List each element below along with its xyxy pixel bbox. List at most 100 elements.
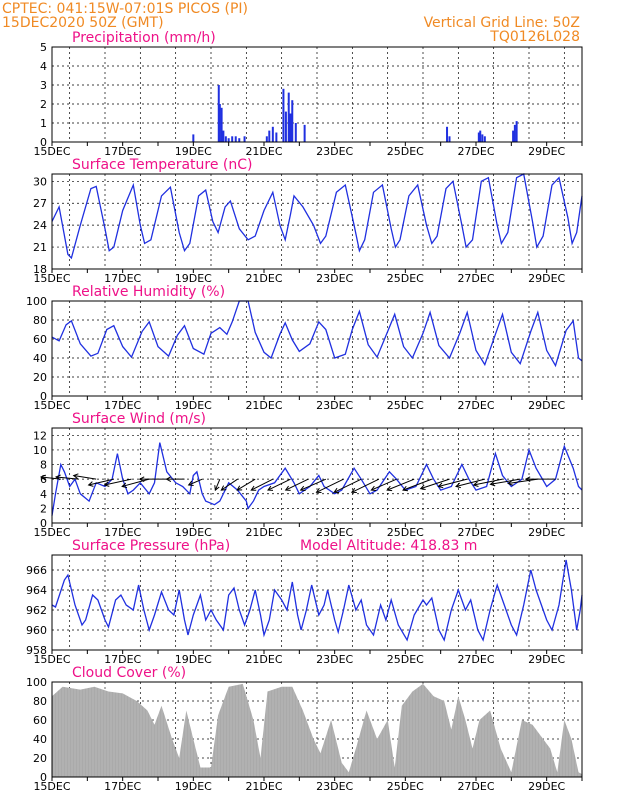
wind-arrow	[333, 478, 362, 494]
wind-arrow-head	[72, 473, 79, 479]
wind-arrow-shaft	[236, 478, 256, 491]
x-date-label: 17DEC	[104, 653, 141, 666]
x-date-label: 25DEC	[387, 526, 424, 539]
y-tick-label: 60	[33, 333, 47, 346]
wind-arrow-shaft	[285, 478, 309, 491]
wind-arrow-head	[370, 485, 377, 492]
pressure-panel: Surface Pressure (hPa) Model Altitude: 4…	[26, 538, 583, 666]
wind-arrow-shaft	[386, 478, 415, 491]
x-date-label: 25DEC	[387, 780, 424, 793]
x-date-label: 23DEC	[316, 780, 353, 793]
x-date-label: 17DEC	[104, 780, 141, 793]
precipitation-bar	[481, 134, 484, 142]
wind-arrow-shaft	[267, 478, 291, 491]
x-date-label: 25DEC	[387, 399, 424, 412]
wind-arrow	[54, 474, 79, 481]
wind-arrow	[220, 478, 238, 491]
wind-arrow-head	[524, 476, 531, 482]
precipitation-bar	[234, 136, 237, 142]
precipitation-bar	[217, 85, 220, 142]
wind-arrow-shaft	[490, 478, 521, 485]
wind-arrow	[214, 478, 221, 492]
x-date-label: 23DEC	[316, 399, 353, 412]
series-line	[51, 300, 583, 368]
cloud-cover-title: Cloud Cover (%)	[72, 665, 186, 681]
precipitation-bar	[515, 121, 518, 142]
wind-arrow-shaft	[73, 475, 97, 480]
y-tick-label: 100	[26, 676, 47, 689]
temperature-panel: Surface Temperature (nC) 18 21 24 27 30 15DEC…	[33, 157, 583, 285]
precipitation-bar	[231, 136, 234, 142]
wind-arrow-head	[350, 487, 357, 494]
x-date-label: 15DEC	[33, 399, 70, 412]
wind-arrow-head	[138, 476, 145, 482]
wind-arrow	[524, 476, 556, 482]
wind-arrow-shaft	[438, 478, 468, 487]
wind-arrow	[386, 478, 415, 492]
y-tick-label: 30	[33, 175, 47, 188]
y-tick-label: 6	[40, 473, 47, 486]
wind-arrow	[267, 478, 291, 491]
wind-arrow-head	[489, 480, 496, 487]
humidity-panel: Relative Humidity (%) 0 20 40 60 80 100 15DEC 1…	[26, 284, 583, 412]
y-tick-label: 3	[40, 79, 47, 92]
x-date-label: 15DEC	[33, 526, 70, 539]
x-date-label: 23DEC	[316, 653, 353, 666]
wind-arrow	[72, 473, 97, 480]
x-date-label: 23DEC	[316, 272, 353, 285]
wind-arrow-head	[386, 485, 393, 492]
x-date-label: 15DEC	[33, 780, 70, 793]
x-date-label: 29DEC	[528, 780, 565, 793]
precipitation-panel: Precipitation (mm/h) 0 1 2 3 4 5 15DEC 17DEC 19D…	[33, 30, 583, 158]
wind-arrow-head	[236, 485, 243, 491]
y-tick-label: 4	[40, 60, 47, 73]
wind-arrow	[455, 478, 485, 489]
x-date-label: 27DEC	[457, 653, 494, 666]
precipitation-bar	[289, 113, 292, 142]
wind-arrow-head	[220, 485, 227, 491]
precipitation-bar	[238, 138, 241, 142]
y-tick-label: 24	[33, 219, 47, 232]
precipitation-bar	[220, 107, 223, 142]
wind-arrow-shaft	[88, 478, 114, 486]
wind-arrow	[402, 478, 433, 492]
wind-arrow	[187, 478, 203, 486]
y-tick-label: 60	[33, 714, 47, 727]
wind-arrow-shaft	[316, 478, 344, 493]
precipitation-bar	[192, 134, 195, 142]
series-line	[51, 559, 583, 642]
wind-arrow	[236, 478, 256, 491]
wind-arrow-shaft	[333, 478, 362, 493]
wind-arrow-head	[284, 485, 291, 491]
x-date-label: 21DEC	[245, 145, 282, 158]
wind-arrow	[138, 476, 167, 482]
x-date-label: 29DEC	[528, 145, 565, 158]
y-tick-label: 8	[40, 459, 47, 472]
x-date-label: 15DEC	[33, 145, 70, 158]
precipitation-bar	[218, 104, 221, 142]
x-date-label: 27DEC	[457, 780, 494, 793]
y-tick-label: 0	[40, 136, 47, 149]
panel-frame	[51, 427, 583, 524]
y-tick-label: 960	[26, 624, 47, 637]
x-date-label: 17DEC	[104, 526, 141, 539]
precipitation-bar	[513, 124, 516, 142]
y-tick-label: 0	[40, 771, 47, 784]
cloud-cover-area	[52, 683, 582, 777]
x-date-label: 29DEC	[528, 653, 565, 666]
y-tick-label: 20	[33, 371, 47, 384]
y-tick-label: 40	[33, 733, 47, 746]
y-tick-label: 80	[33, 695, 47, 708]
x-date-label: 23DEC	[316, 145, 353, 158]
header-grid-line: Vertical Grid Line: 50Z	[424, 15, 580, 31]
wind-arrow	[350, 478, 380, 494]
wind-arrow-head	[87, 481, 94, 487]
x-date-label: 19DEC	[175, 145, 212, 158]
wind-arrow-head	[214, 485, 220, 492]
wind-arrow-shaft	[300, 478, 327, 491]
wind-arrow-shaft	[221, 478, 238, 491]
precipitation-bar	[224, 136, 227, 142]
wind-arrow-shaft	[55, 476, 79, 480]
wind-arrow-shaft	[214, 478, 221, 491]
